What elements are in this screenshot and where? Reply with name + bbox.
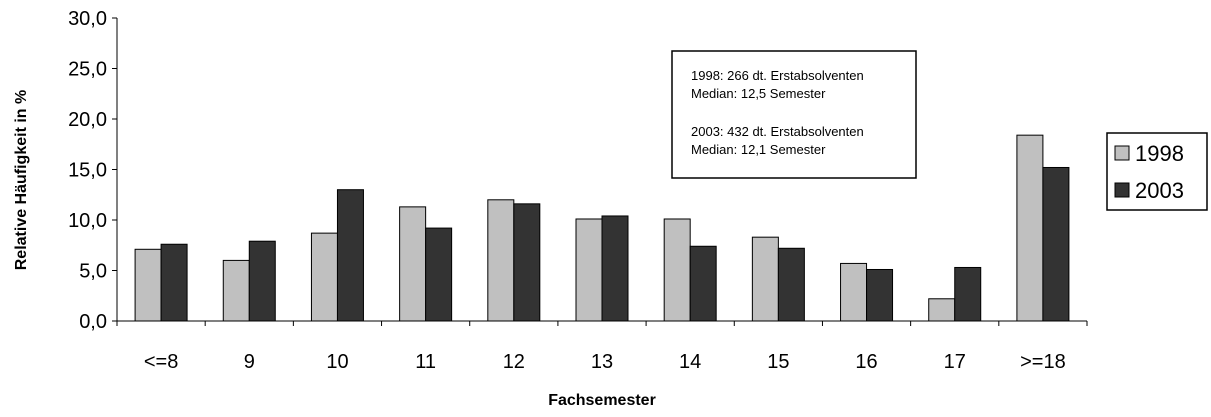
- y-tick-label: 10,0: [68, 210, 107, 232]
- legend-label-2003: 2003: [1135, 178, 1184, 203]
- bar-2003: [160, 243, 188, 322]
- bars: [134, 134, 1070, 322]
- y-tick-label: 0,0: [79, 311, 107, 333]
- bar-2003: [425, 227, 453, 322]
- bar-1998: [928, 298, 956, 322]
- annotation-frame: [671, 50, 917, 179]
- bar-2003: [866, 268, 894, 322]
- y-tick-label: 15,0: [68, 160, 107, 182]
- bar-2003: [777, 247, 805, 322]
- bar-2003: [513, 203, 541, 322]
- annotation-box: 1998: 266 dt. Erstabsolventen Median: 12…: [671, 50, 917, 179]
- bar-1998: [222, 259, 250, 322]
- annotation-line: 1998: 266 dt. Erstabsolventen: [691, 68, 864, 83]
- x-tick-label: 11: [415, 351, 436, 373]
- bar-1998: [399, 206, 427, 322]
- x-tick-label: 14: [679, 351, 701, 373]
- bar-1998: [840, 262, 868, 322]
- bar-1998: [575, 218, 603, 322]
- tick-labels: 0,0 5,0 10,0 15,0 20,0 25,0 30,0 <=8 9 10 11 12 13 14…: [68, 8, 1066, 373]
- x-tick-label: <=8: [144, 351, 178, 373]
- bar-2003: [601, 215, 629, 322]
- bar-2003: [954, 266, 982, 322]
- bar-2003: [1042, 166, 1070, 322]
- bar-1998: [310, 232, 338, 322]
- x-axis-title: Fachsemester: [548, 392, 656, 409]
- y-tick-label: 20,0: [68, 109, 107, 131]
- bar-1998: [751, 236, 779, 322]
- bar-1998: [487, 199, 515, 322]
- bar-2003: [248, 240, 276, 322]
- annotation-line: Median: 12,1 Semester: [691, 142, 826, 157]
- y-tick-label: 25,0: [68, 59, 107, 81]
- y-tick-label: 5,0: [79, 261, 107, 283]
- bar-1998: [663, 218, 691, 322]
- x-tick-label: 16: [855, 351, 877, 373]
- x-tick-label: 15: [767, 351, 789, 373]
- annotation-line: 2003: 432 dt. Erstabsolventen: [691, 124, 864, 139]
- legend-swatch-1998: [1114, 145, 1130, 161]
- legend: 1998 2003: [1106, 132, 1208, 211]
- x-tick-label: 17: [944, 351, 966, 373]
- bar-1998: [1016, 134, 1044, 322]
- x-tick-label: 12: [503, 351, 525, 373]
- annotation-line: Median: 12,5 Semester: [691, 86, 826, 101]
- x-tick-label: 13: [591, 351, 613, 373]
- y-tick-label: 30,0: [68, 8, 107, 30]
- bar-1998: [134, 248, 162, 322]
- x-tick-label: 9: [244, 351, 255, 373]
- x-tick-label: >=18: [1020, 351, 1066, 373]
- legend-label-1998: 1998: [1135, 141, 1184, 166]
- legend-swatch-2003: [1114, 182, 1130, 198]
- x-tick-label: 10: [326, 351, 348, 373]
- bar-2003: [336, 189, 364, 322]
- bar-2003: [689, 245, 717, 322]
- y-axis-title: Relative Häufigkeit in %: [13, 90, 30, 271]
